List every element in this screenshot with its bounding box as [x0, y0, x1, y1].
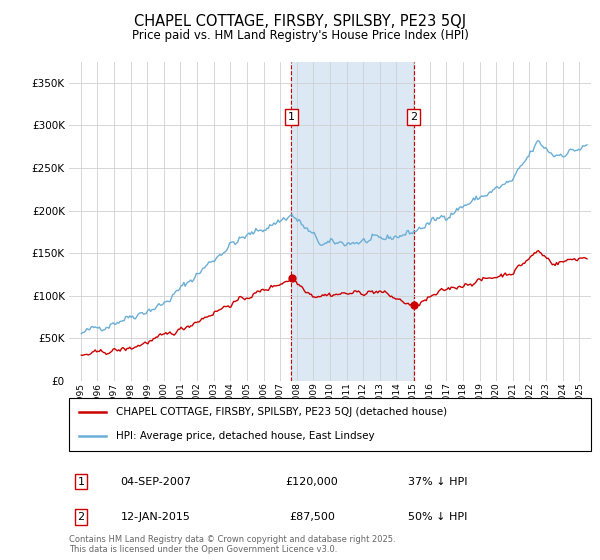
Text: 1: 1 [77, 477, 85, 487]
Text: CHAPEL COTTAGE, FIRSBY, SPILSBY, PE23 5QJ (detached house): CHAPEL COTTAGE, FIRSBY, SPILSBY, PE23 5Q… [116, 408, 447, 418]
Text: 37% ↓ HPI: 37% ↓ HPI [408, 477, 468, 487]
Text: Contains HM Land Registry data © Crown copyright and database right 2025.
This d: Contains HM Land Registry data © Crown c… [69, 535, 395, 554]
Text: 50% ↓ HPI: 50% ↓ HPI [409, 512, 467, 522]
Text: 12-JAN-2015: 12-JAN-2015 [121, 512, 191, 522]
Text: HPI: Average price, detached house, East Lindsey: HPI: Average price, detached house, East… [116, 431, 374, 441]
Text: CHAPEL COTTAGE, FIRSBY, SPILSBY, PE23 5QJ: CHAPEL COTTAGE, FIRSBY, SPILSBY, PE23 5Q… [134, 14, 466, 29]
Text: 2: 2 [410, 112, 418, 122]
Text: Price paid vs. HM Land Registry's House Price Index (HPI): Price paid vs. HM Land Registry's House … [131, 29, 469, 42]
Text: 1: 1 [288, 112, 295, 122]
Text: £120,000: £120,000 [286, 477, 338, 487]
Bar [291, 62, 414, 381]
Text: 04-SEP-2007: 04-SEP-2007 [121, 477, 191, 487]
Text: 2: 2 [77, 512, 85, 522]
Text: £87,500: £87,500 [289, 512, 335, 522]
